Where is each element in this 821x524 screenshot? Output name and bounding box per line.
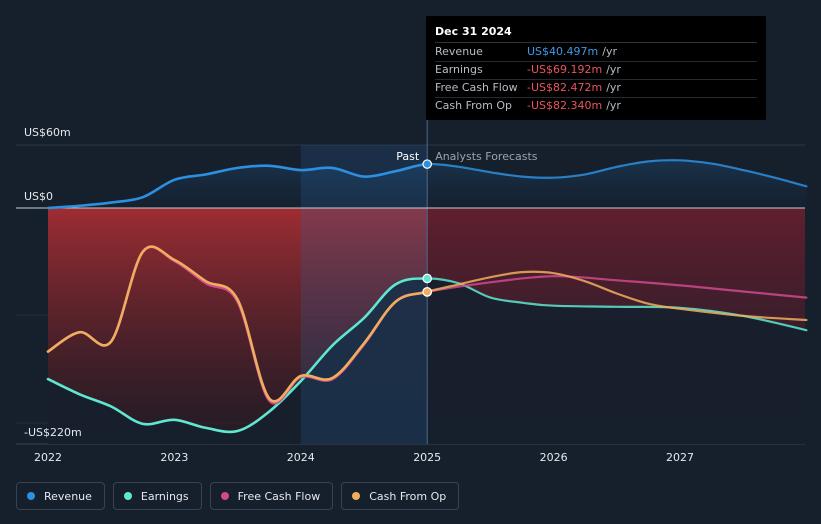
tooltip-date: Dec 31 2024: [435, 24, 757, 43]
tooltip-value: -US$82.472m: [527, 81, 603, 94]
forecast-label: Analysts Forecasts: [435, 150, 538, 163]
earnings-dot-icon: [123, 492, 132, 500]
revenue-line-forecast: [427, 159, 808, 188]
tooltip-label: Earnings: [435, 63, 483, 76]
legend-item-free-cash-flow[interactable]: Free Cash Flow: [209, 482, 334, 510]
y-tick-label: US$60m: [24, 126, 71, 139]
tooltip-value: US$40.497m: [527, 45, 599, 58]
data-tooltip: Dec 31 2024 Revenue US$40.497m /yr Earni…: [426, 16, 766, 120]
legend-label: Earnings: [140, 489, 189, 503]
past-label: Past: [396, 150, 420, 163]
x-tick-label: 2022: [34, 451, 62, 464]
tooltip-value: -US$69.192m: [527, 63, 603, 76]
free-cash-flow-line-forecast: [427, 275, 808, 299]
cash-from-op-line-forecast: [427, 270, 808, 322]
revenue-marker: [422, 159, 432, 169]
series-markers: [422, 159, 432, 297]
tooltip-label: Free Cash Flow: [435, 81, 518, 94]
cash-from-op-line-past: [46, 245, 428, 403]
legend-label: Cash From Op: [369, 489, 447, 503]
y-tick-label: -US$220m: [24, 426, 82, 439]
legend-item-cash-from-op[interactable]: Cash From Op: [341, 482, 460, 510]
cash-from-op-dot-icon: [352, 492, 361, 500]
free-cash-flow-dot-icon: [220, 492, 229, 500]
tooltip-value: -US$82.340m: [527, 99, 603, 112]
tooltip-row-earnings: Earnings -US$69.192m /yr: [435, 62, 757, 80]
chart-legend: Revenue Earnings Free Cash Flow Cash Fro…: [16, 482, 460, 512]
legend-item-earnings[interactable]: Earnings: [112, 482, 202, 510]
x-tick-label: 2025: [413, 451, 441, 464]
tooltip-unit: /yr: [606, 99, 621, 112]
earnings-marker: [422, 273, 432, 284]
axis-labels: US$60m US$0 -US$220m 2022 2023 2024 2025 2026 20…: [24, 126, 694, 464]
tooltip-unit: /yr: [602, 45, 617, 58]
x-tick-label: 2024: [287, 451, 315, 464]
legend-label: Free Cash Flow: [237, 489, 321, 503]
tooltip-label: Cash From Op: [435, 99, 513, 112]
tooltip-row-revenue: Revenue US$40.497m /yr: [435, 44, 757, 62]
x-tick-label: 2026: [540, 451, 568, 464]
tooltip-row-free-cash-flow: Free Cash Flow -US$82.472m /yr: [435, 80, 757, 98]
earnings-line-forecast: [427, 277, 808, 332]
tooltip-label: Revenue: [435, 45, 483, 58]
legend-item-revenue[interactable]: Revenue: [16, 482, 105, 510]
earnings-line-past: [46, 277, 428, 434]
legend-label: Revenue: [44, 489, 92, 503]
x-tick-label: 2023: [160, 451, 188, 464]
cash-from-op-marker: [422, 286, 432, 297]
x-tick-label: 2027: [666, 451, 694, 464]
tooltip-unit: /yr: [606, 81, 621, 94]
y-tick-label: US$0: [24, 190, 53, 203]
tooltip-unit: /yr: [606, 63, 621, 76]
tooltip-row-cash-from-op: Cash From Op -US$82.340m /yr: [435, 98, 757, 115]
revenue-dot-icon: [27, 492, 35, 500]
